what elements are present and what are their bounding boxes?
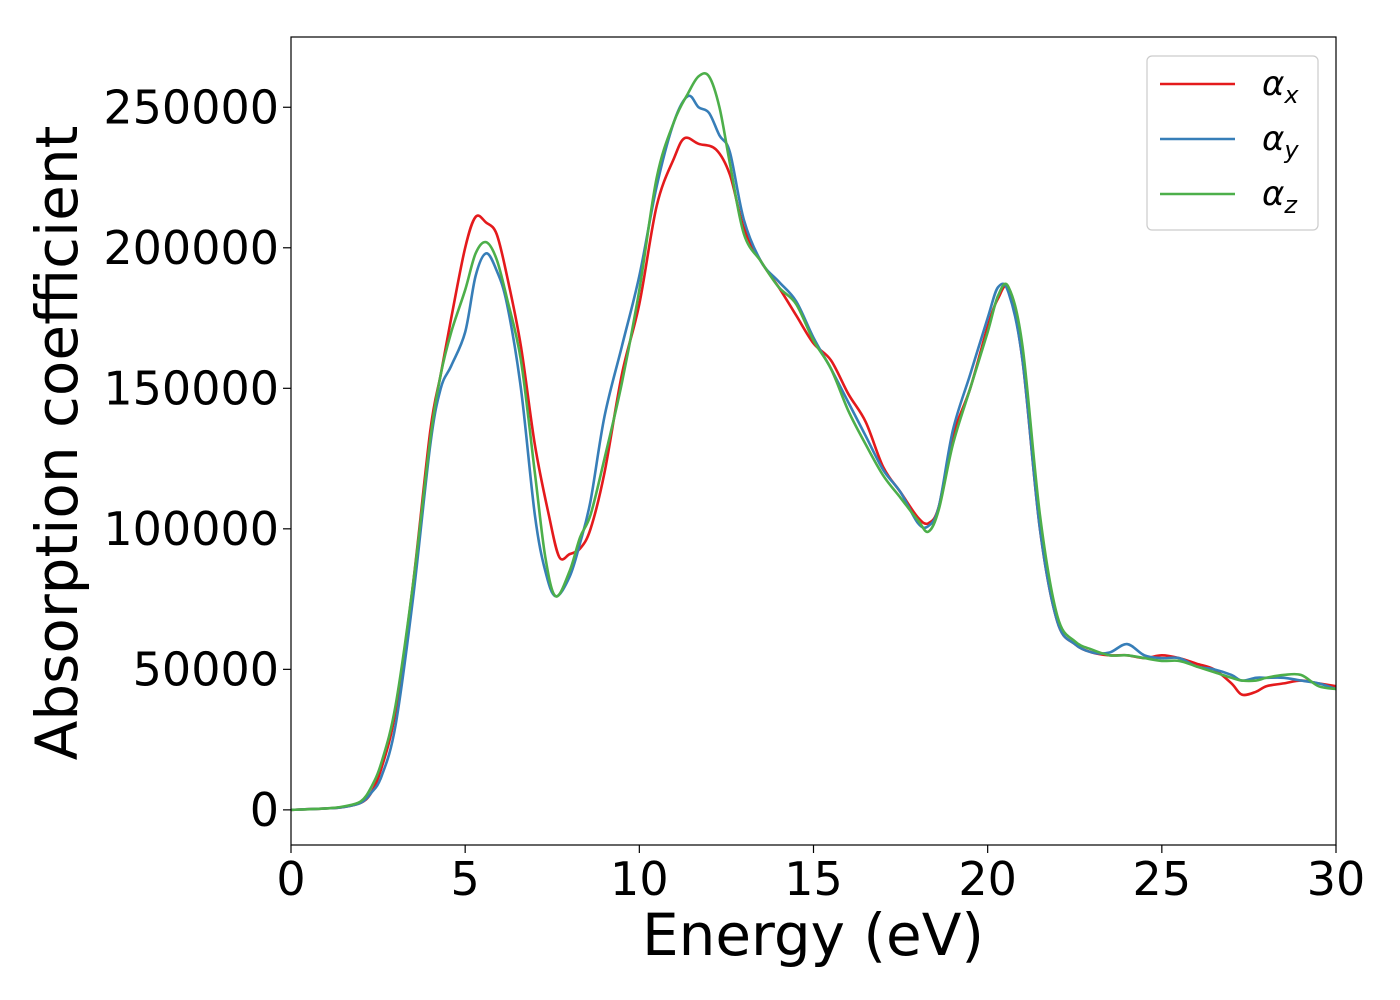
y-tick-label: 100000: [103, 502, 279, 556]
x-axis-ticks: 0 5 10 15 20 25 30: [276, 845, 1365, 906]
y-tick-label: 250000: [103, 80, 279, 134]
y-axis-label: Absorption coefficient: [23, 126, 91, 761]
series-line-x: [291, 136, 1336, 812]
y-tick-label: 200000: [103, 221, 279, 275]
y-tick-label: 0: [250, 783, 279, 837]
x-tick-label: 10: [610, 852, 669, 906]
x-tick-label: 15: [784, 852, 843, 906]
axes-frame: [290, 36, 1337, 846]
legend-label-x: αx: [1262, 64, 1299, 109]
legend-box: [1146, 55, 1319, 231]
legend: αx αy αz: [1146, 55, 1319, 231]
plot-area: [291, 72, 1336, 812]
x-axis-label: Energy (eV): [642, 901, 984, 969]
legend-label-y: αy: [1262, 119, 1299, 164]
x-tick-label: 0: [276, 852, 305, 906]
legend-label-z: αz: [1262, 174, 1298, 219]
y-tick-label: 150000: [103, 361, 279, 415]
y-tick-label: 50000: [133, 642, 279, 696]
x-tick-label: 30: [1307, 852, 1366, 906]
x-tick-label: 25: [1133, 852, 1192, 906]
y-axis-ticks: 0 50000 100000 150000 200000 250000: [103, 80, 291, 837]
x-tick-label: 20: [958, 852, 1017, 906]
series-line-z: [291, 72, 1336, 812]
x-tick-label: 5: [451, 852, 480, 906]
